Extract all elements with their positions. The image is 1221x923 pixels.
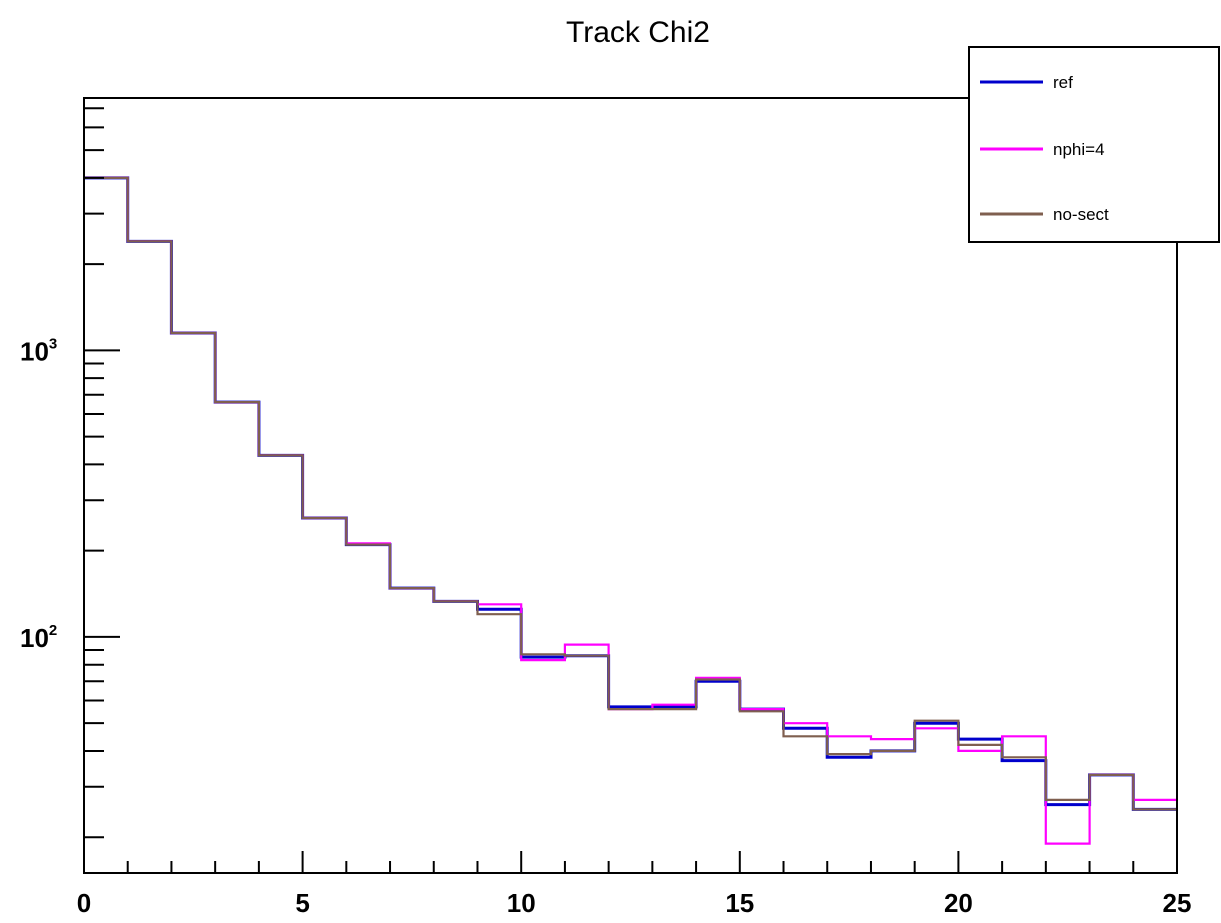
y-tick-label: 103 <box>20 335 57 366</box>
legend-box <box>968 46 1220 243</box>
chart-title: Track Chi2 <box>566 16 710 49</box>
x-tick-label: 15 <box>725 888 754 918</box>
plot-frame <box>83 97 1178 874</box>
series-layer <box>84 176 1177 845</box>
y-tick-exponent: 3 <box>49 335 57 352</box>
ticks-layer <box>83 107 1178 873</box>
x-tick-label: 0 <box>77 888 91 918</box>
x-tick-label: 20 <box>944 888 973 918</box>
legend-label-nphi-4: nphi=4 <box>1053 140 1105 159</box>
legend-entries: ref nphi=4 no-sect <box>980 73 1109 224</box>
x-tick-label: 5 <box>295 888 309 918</box>
series-line-no-sect <box>84 176 1177 811</box>
legend: ref nphi=4 no-sect <box>968 46 1220 243</box>
legend-label-no-sect: no-sect <box>1053 205 1109 224</box>
y-tick-exponent: 2 <box>49 622 57 639</box>
legend-label-ref: ref <box>1053 73 1073 92</box>
series-line-ref <box>84 176 1177 811</box>
x-tick-label: 10 <box>507 888 536 918</box>
y-tick-label: 102 <box>20 622 57 653</box>
x-tick-label: 25 <box>1163 888 1192 918</box>
series-line-nphi-4 <box>84 176 1177 845</box>
tick-labels: 0 5 10 15 20 25 102 103 <box>20 335 1191 918</box>
